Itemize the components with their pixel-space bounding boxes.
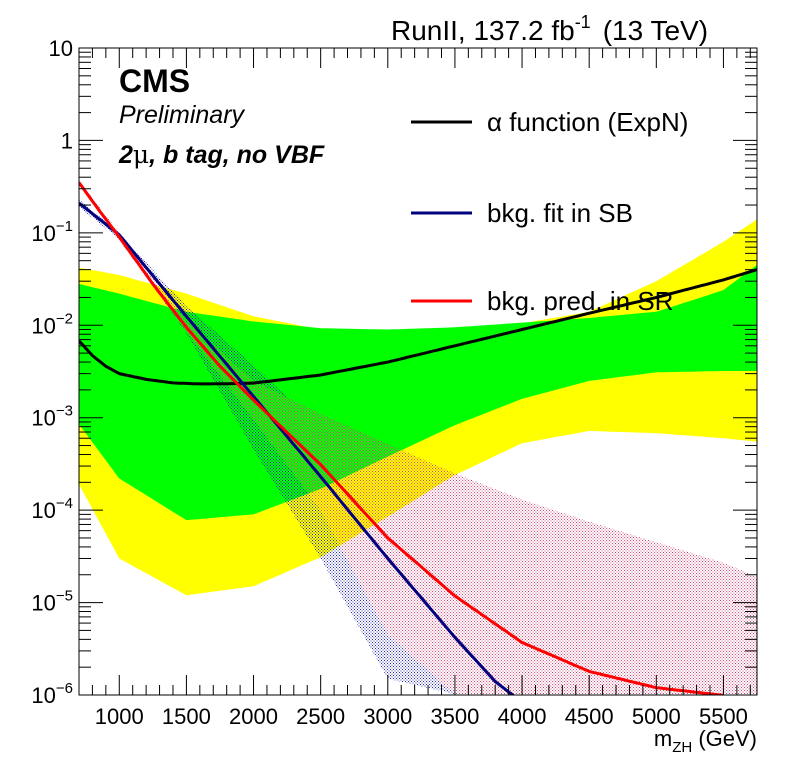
run-label: RunII, 137.2 fb-1 (13 TeV) <box>391 12 708 46</box>
legend: α function (ExpN) bkg. fit in SB bkg. pr… <box>411 107 688 316</box>
band-bkg-pred-sr <box>79 180 757 695</box>
legend-label-sb: bkg. fit in SB <box>487 198 633 228</box>
x-tick-label: 5000 <box>632 704 681 729</box>
y-tick-label: 10 <box>49 36 73 61</box>
axes: 1000 1500 2000 2500 3000 3500 4000 4500 5000 5500… <box>31 36 757 729</box>
x-tick-label: 1000 <box>95 704 144 729</box>
line-bkg-fit-sb <box>79 201 516 695</box>
y-tick-label: 10−3 <box>31 403 73 431</box>
y-tick-label: 10−4 <box>31 495 73 523</box>
x-axis-title: mZH (GeV) <box>654 726 757 756</box>
band-alpha-1sigma <box>79 264 757 521</box>
uncertainty-bands <box>79 180 757 695</box>
y-tick-label: 10−6 <box>31 680 73 708</box>
experiment-label: CMS <box>119 63 190 99</box>
y-tick-label: 10−1 <box>31 218 73 246</box>
category-label: 2μ, b tag, no VBF <box>118 140 325 169</box>
y-tick-label: 10−5 <box>31 588 73 616</box>
legend-label-alpha: α function (ExpN) <box>487 107 688 137</box>
x-tick-label: 1500 <box>162 704 211 729</box>
x-tick-label: 4000 <box>498 704 547 729</box>
line-bkg-pred-sr <box>79 181 724 695</box>
plot-frame <box>78 47 758 696</box>
x-tick-label: 3500 <box>430 704 479 729</box>
y-tick-label: 10−2 <box>31 310 73 338</box>
fit-lines <box>79 181 757 695</box>
y-tick-label: 1 <box>61 128 73 153</box>
x-tick-label: 2500 <box>296 704 345 729</box>
x-tick-label: 4500 <box>565 704 614 729</box>
line-alpha-function <box>79 268 757 386</box>
legend-label-sr: bkg. pred. in SR <box>487 286 673 316</box>
x-tick-label: 5500 <box>699 704 748 729</box>
x-tick-label: 2000 <box>229 704 278 729</box>
status-label: Preliminary <box>119 101 246 129</box>
x-tick-label: 3000 <box>363 704 412 729</box>
